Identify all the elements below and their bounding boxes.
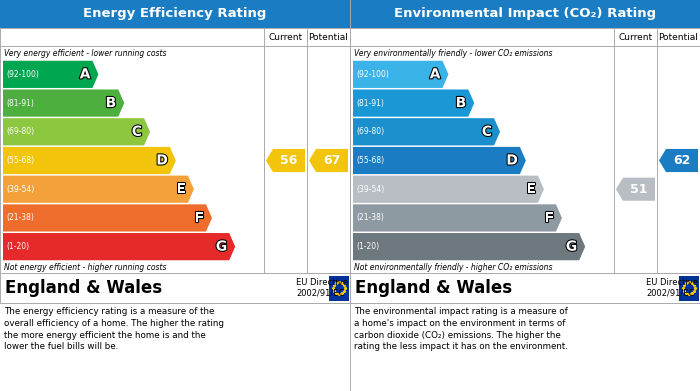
Polygon shape (3, 176, 194, 203)
Text: G: G (216, 240, 228, 254)
Text: Environmental Impact (CO₂) Rating: Environmental Impact (CO₂) Rating (394, 7, 656, 20)
Text: (55-68): (55-68) (356, 156, 384, 165)
Polygon shape (3, 233, 235, 260)
FancyBboxPatch shape (350, 273, 700, 303)
FancyBboxPatch shape (0, 0, 350, 28)
Text: E: E (526, 182, 536, 196)
FancyBboxPatch shape (329, 276, 349, 301)
Text: England & Wales: England & Wales (5, 279, 162, 297)
Text: (81-91): (81-91) (6, 99, 34, 108)
Polygon shape (353, 204, 562, 231)
Polygon shape (3, 118, 150, 145)
FancyBboxPatch shape (679, 276, 699, 301)
Text: (81-91): (81-91) (356, 99, 384, 108)
Text: Energy Efficiency Rating: Energy Efficiency Rating (83, 7, 267, 20)
Polygon shape (353, 61, 449, 88)
Text: 62: 62 (673, 154, 691, 167)
Polygon shape (353, 118, 500, 145)
Text: Not environmentally friendly - higher CO₂ emissions: Not environmentally friendly - higher CO… (354, 262, 552, 271)
Text: B: B (456, 96, 466, 110)
Text: (92-100): (92-100) (356, 70, 389, 79)
Text: (69-80): (69-80) (356, 127, 384, 136)
Text: 51: 51 (630, 183, 648, 196)
Polygon shape (616, 178, 655, 201)
Text: F: F (545, 211, 554, 225)
Text: EU Directive
2002/91/EC: EU Directive 2002/91/EC (296, 278, 348, 298)
FancyBboxPatch shape (350, 28, 700, 273)
Text: (21-38): (21-38) (6, 213, 34, 222)
FancyBboxPatch shape (0, 28, 350, 273)
Text: G: G (566, 240, 578, 254)
Text: (39-54): (39-54) (356, 185, 384, 194)
Polygon shape (353, 147, 526, 174)
Polygon shape (3, 90, 125, 117)
Text: Potential: Potential (309, 32, 349, 41)
Polygon shape (309, 149, 348, 172)
Text: B: B (106, 96, 116, 110)
Polygon shape (659, 149, 698, 172)
Text: D: D (506, 154, 518, 167)
Text: Very energy efficient - lower running costs: Very energy efficient - lower running co… (4, 48, 167, 57)
Text: 67: 67 (323, 154, 341, 167)
Text: Current: Current (618, 32, 652, 41)
Text: (1-20): (1-20) (356, 242, 379, 251)
Text: E: E (176, 182, 186, 196)
Text: (55-68): (55-68) (6, 156, 34, 165)
Text: D: D (156, 154, 168, 167)
Text: C: C (482, 125, 492, 139)
FancyBboxPatch shape (0, 273, 350, 303)
Text: (69-80): (69-80) (6, 127, 34, 136)
Text: Not energy efficient - higher running costs: Not energy efficient - higher running co… (4, 262, 167, 271)
Text: A: A (80, 67, 90, 81)
Text: Current: Current (268, 32, 302, 41)
Text: F: F (195, 211, 204, 225)
Polygon shape (266, 149, 305, 172)
Polygon shape (3, 61, 99, 88)
Text: Very environmentally friendly - lower CO₂ emissions: Very environmentally friendly - lower CO… (354, 48, 552, 57)
Text: (21-38): (21-38) (356, 213, 384, 222)
Text: The energy efficiency rating is a measure of the
overall efficiency of a home. T: The energy efficiency rating is a measur… (4, 307, 224, 352)
Text: (39-54): (39-54) (6, 185, 34, 194)
Text: C: C (132, 125, 142, 139)
Text: A: A (430, 67, 440, 81)
Text: EU Directive
2002/91/EC: EU Directive 2002/91/EC (646, 278, 698, 298)
Polygon shape (3, 204, 212, 231)
Polygon shape (353, 176, 544, 203)
Polygon shape (353, 233, 585, 260)
Polygon shape (3, 147, 176, 174)
Polygon shape (353, 90, 475, 117)
Text: (92-100): (92-100) (6, 70, 39, 79)
Text: The environmental impact rating is a measure of
a home's impact on the environme: The environmental impact rating is a mea… (354, 307, 568, 352)
Text: 56: 56 (280, 154, 298, 167)
FancyBboxPatch shape (350, 0, 700, 28)
Text: England & Wales: England & Wales (355, 279, 512, 297)
Text: Potential: Potential (659, 32, 699, 41)
Text: (1-20): (1-20) (6, 242, 29, 251)
